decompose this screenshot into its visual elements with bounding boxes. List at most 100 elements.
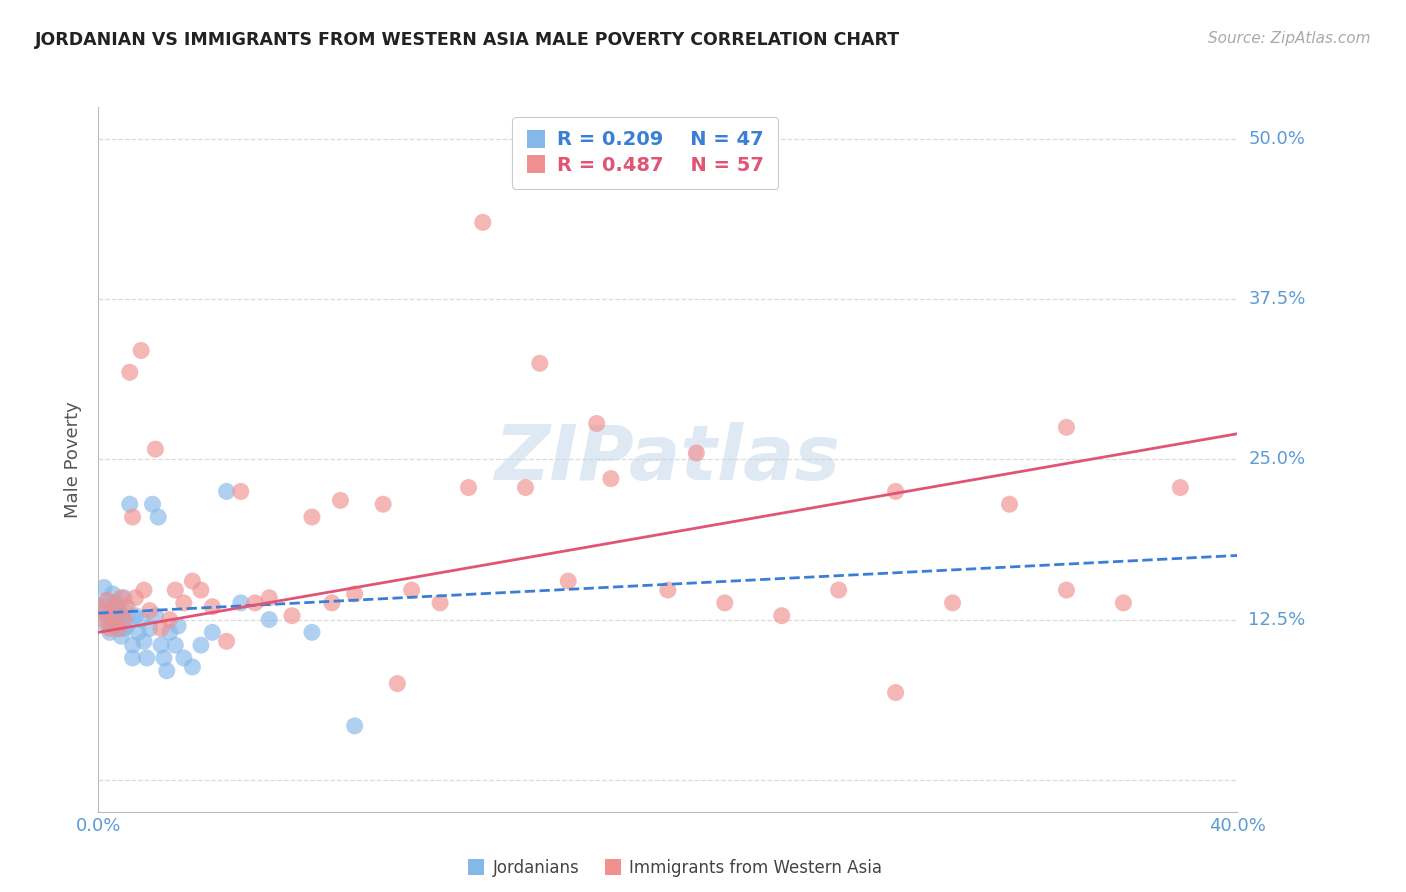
- Point: [115, 606, 138, 620]
- Point: [321, 596, 343, 610]
- Point: [107, 622, 129, 636]
- Point: [153, 651, 176, 665]
- Point: [159, 625, 181, 640]
- Text: JORDANIAN VS IMMIGRANTS FROM WESTERN ASIA MALE POVERTY CORRELATION CHART: JORDANIAN VS IMMIGRANTS FROM WESTERN ASI…: [35, 31, 900, 49]
- Point: [98, 613, 121, 627]
- Point: [104, 596, 127, 610]
- Text: Source: ZipAtlas.com: Source: ZipAtlas.com: [1208, 31, 1371, 46]
- Point: [373, 497, 395, 511]
- Point: [150, 622, 173, 636]
- Point: [141, 497, 163, 511]
- Text: 37.5%: 37.5%: [1249, 290, 1306, 309]
- Point: [259, 613, 281, 627]
- Point: [165, 638, 187, 652]
- Point: [457, 481, 479, 495]
- Point: [343, 587, 366, 601]
- Point: [159, 613, 181, 627]
- Point: [942, 596, 965, 610]
- Point: [138, 603, 160, 617]
- Point: [173, 596, 195, 610]
- Point: [93, 606, 115, 620]
- Point: [201, 599, 224, 614]
- Point: [215, 634, 238, 648]
- Point: [104, 616, 127, 631]
- Point: [107, 603, 129, 617]
- Point: [118, 497, 141, 511]
- Point: [156, 664, 179, 678]
- Point: [657, 583, 679, 598]
- Point: [107, 622, 129, 636]
- Point: [121, 510, 143, 524]
- Point: [329, 493, 352, 508]
- Point: [165, 583, 187, 598]
- Point: [129, 613, 152, 627]
- Point: [190, 583, 212, 598]
- Point: [110, 591, 132, 605]
- Text: ZIPatlas: ZIPatlas: [495, 423, 841, 496]
- Point: [98, 625, 121, 640]
- Point: [343, 719, 366, 733]
- Point: [110, 608, 132, 623]
- Point: [770, 608, 793, 623]
- Point: [1056, 420, 1078, 434]
- Point: [101, 606, 124, 620]
- Point: [101, 619, 124, 633]
- Point: [167, 619, 190, 633]
- Point: [243, 596, 266, 610]
- Point: [1056, 583, 1078, 598]
- Point: [600, 472, 623, 486]
- Point: [115, 619, 138, 633]
- Point: [98, 622, 121, 636]
- Point: [685, 446, 707, 460]
- Legend: Jordanians, Immigrants from Western Asia: Jordanians, Immigrants from Western Asia: [461, 853, 889, 884]
- Point: [121, 651, 143, 665]
- Point: [215, 484, 238, 499]
- Y-axis label: Male Poverty: Male Poverty: [65, 401, 83, 517]
- Point: [127, 625, 149, 640]
- Point: [585, 417, 607, 431]
- Point: [118, 365, 141, 379]
- Point: [110, 629, 132, 643]
- Point: [121, 638, 143, 652]
- Point: [132, 634, 155, 648]
- Point: [93, 581, 115, 595]
- Point: [229, 596, 252, 610]
- Point: [301, 510, 323, 524]
- Point: [93, 613, 115, 627]
- Point: [101, 587, 124, 601]
- Point: [148, 510, 170, 524]
- Point: [884, 685, 907, 699]
- Point: [884, 484, 907, 499]
- Point: [145, 442, 167, 457]
- Point: [181, 574, 204, 588]
- Text: 50.0%: 50.0%: [1249, 130, 1305, 148]
- Point: [429, 596, 451, 610]
- Point: [112, 622, 135, 636]
- Point: [135, 651, 157, 665]
- Point: [1170, 481, 1192, 495]
- Point: [173, 651, 195, 665]
- Point: [259, 591, 281, 605]
- Point: [557, 574, 579, 588]
- Legend: R = 0.209    N = 47, R = 0.487    N = 57: R = 0.209 N = 47, R = 0.487 N = 57: [512, 117, 778, 189]
- Point: [96, 593, 118, 607]
- Point: [112, 591, 135, 605]
- Point: [387, 676, 409, 690]
- Point: [101, 608, 124, 623]
- Point: [138, 622, 160, 636]
- Point: [132, 583, 155, 598]
- Point: [529, 356, 551, 370]
- Point: [998, 497, 1021, 511]
- Point: [90, 599, 112, 614]
- Point: [190, 638, 212, 652]
- Point: [104, 599, 127, 614]
- Text: 12.5%: 12.5%: [1249, 610, 1306, 629]
- Point: [129, 343, 152, 358]
- Point: [301, 625, 323, 640]
- Point: [181, 660, 204, 674]
- Point: [96, 619, 118, 633]
- Point: [90, 603, 112, 617]
- Point: [115, 599, 138, 614]
- Point: [124, 591, 146, 605]
- Point: [124, 608, 146, 623]
